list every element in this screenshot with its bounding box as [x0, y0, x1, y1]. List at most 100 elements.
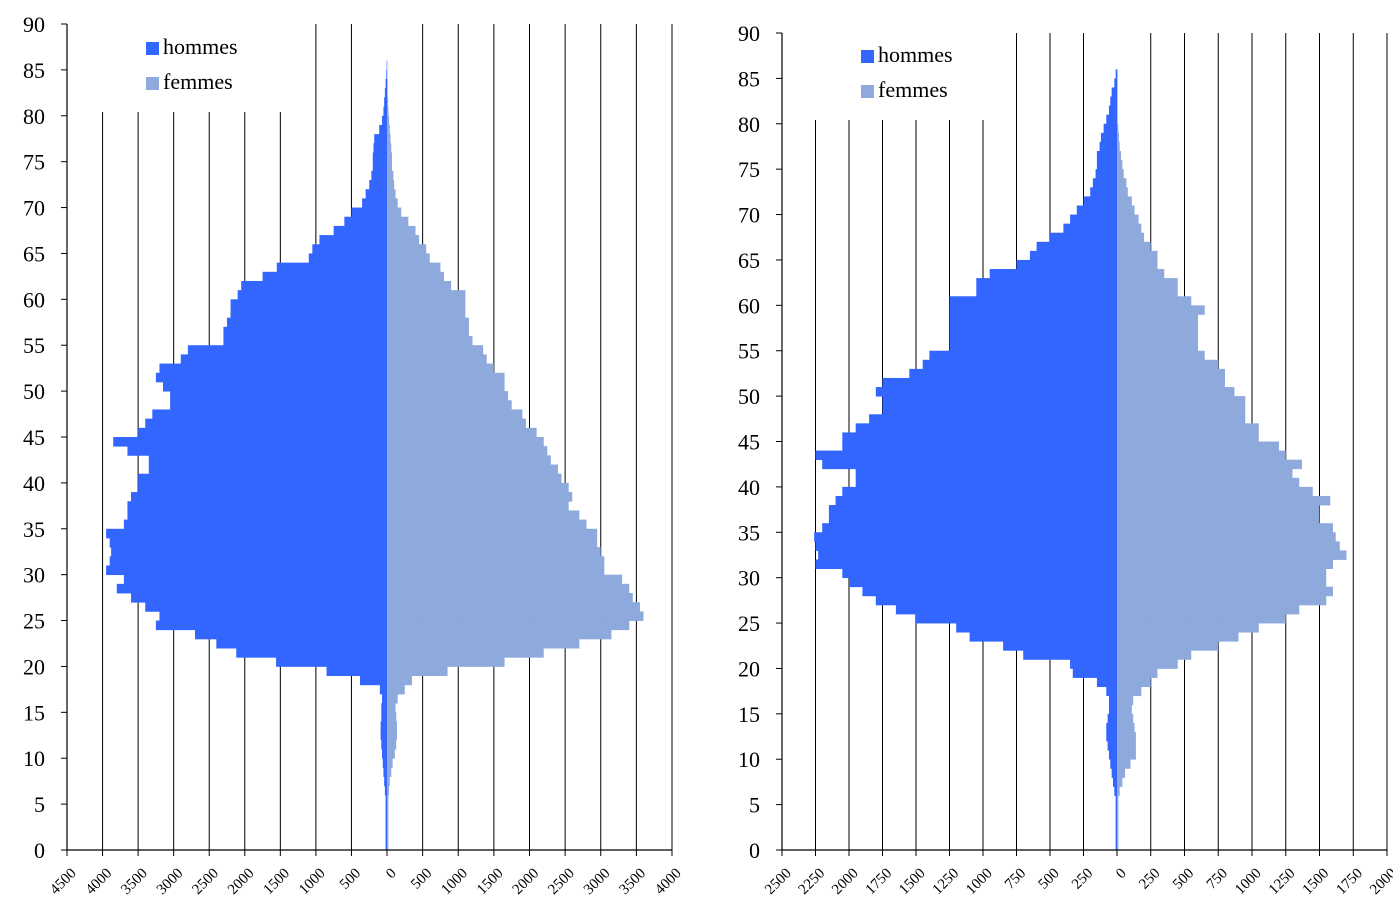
bar-hommes — [180, 354, 387, 364]
bar-femmes — [1117, 650, 1192, 660]
bar-hommes — [1108, 704, 1117, 715]
bar-hommes — [949, 296, 1117, 306]
bar-femmes — [1117, 105, 1118, 116]
bar-femmes — [1117, 314, 1198, 324]
bar-hommes — [1003, 641, 1117, 651]
bar-femmes — [387, 124, 390, 135]
series-hommes — [106, 60, 388, 851]
bar-femmes — [1117, 559, 1333, 569]
bar-hommes — [949, 323, 1117, 333]
x-tick-label: 1000 — [1232, 865, 1265, 898]
bar-femmes — [387, 739, 397, 750]
bar-hommes — [382, 693, 387, 704]
bar-femmes — [1117, 305, 1205, 315]
bar-femmes — [387, 381, 505, 392]
bar-hommes — [1050, 232, 1117, 243]
bar-hommes — [369, 180, 387, 190]
bar-hommes — [380, 721, 387, 732]
y-tick-label: 35 — [23, 517, 45, 542]
bar-hommes — [385, 822, 387, 833]
bar-femmes — [1117, 450, 1286, 461]
legend-swatch-femmes — [146, 77, 159, 90]
bar-femmes — [387, 675, 412, 686]
bar-femmes — [1117, 214, 1139, 225]
bar-hommes — [148, 464, 387, 475]
bar-hommes — [815, 450, 1117, 461]
bar-femmes — [1117, 141, 1120, 152]
bar-femmes — [1117, 468, 1293, 479]
bar-hommes — [131, 492, 387, 502]
x-tick-label: 2000 — [225, 865, 258, 898]
bar-femmes — [387, 758, 393, 768]
bar-femmes — [387, 593, 633, 603]
bar-femmes — [387, 235, 420, 245]
bar-femmes — [1117, 713, 1134, 724]
x-tick-label: 1500 — [1300, 865, 1333, 898]
y-tick-label: 75 — [738, 157, 760, 182]
bar-hommes — [216, 638, 387, 649]
bar-hommes — [223, 326, 387, 337]
x-tick-label: 4000 — [83, 865, 116, 898]
bar-femmes — [1117, 704, 1132, 715]
bar-hommes — [373, 143, 387, 153]
bar-femmes — [387, 602, 640, 612]
bar-hommes — [909, 368, 1117, 379]
bar-hommes — [384, 776, 387, 787]
bar-femmes — [387, 97, 389, 107]
bar-hommes — [1029, 250, 1117, 261]
bar-femmes — [1117, 423, 1259, 433]
bar-femmes — [1117, 396, 1246, 406]
bar-hommes — [822, 459, 1117, 470]
bar-hommes — [1099, 141, 1117, 152]
y-tick-label: 70 — [23, 196, 45, 221]
bar-femmes — [387, 611, 644, 621]
legend-swatch-femmes — [861, 85, 874, 98]
bar-femmes — [387, 161, 392, 172]
bar-femmes — [387, 464, 558, 475]
bar-femmes — [1117, 269, 1165, 279]
bar-hommes — [976, 278, 1117, 288]
bar-femmes — [1117, 722, 1135, 733]
bar-hommes — [385, 804, 387, 814]
bar-hommes — [1036, 241, 1117, 252]
bar-hommes — [123, 574, 387, 585]
bar-femmes — [1117, 368, 1225, 379]
bar-hommes — [170, 391, 387, 401]
bar-femmes — [1117, 550, 1347, 560]
bar-hommes — [1112, 777, 1117, 787]
bar-hommes — [223, 336, 387, 346]
series-femmes — [1117, 69, 1347, 851]
bar-hommes — [1114, 786, 1117, 796]
bar-hommes — [308, 253, 387, 264]
bar-femmes — [387, 326, 469, 337]
x-tick-label: 1750 — [1333, 865, 1366, 898]
bar-femmes — [387, 565, 605, 576]
bar-femmes — [387, 721, 397, 732]
bar-femmes — [1117, 178, 1127, 188]
bar-hommes — [1115, 831, 1117, 842]
bar-hommes — [382, 758, 387, 768]
bar-femmes — [387, 363, 494, 374]
x-tick-label: 3000 — [154, 865, 187, 898]
bar-hommes — [159, 363, 387, 374]
bar-hommes — [814, 532, 1117, 542]
bar-femmes — [1117, 641, 1219, 651]
y-tick-label: 90 — [738, 21, 760, 46]
bar-femmes — [1117, 223, 1142, 234]
x-tick-label: 750 — [1204, 865, 1231, 892]
bar-femmes — [387, 88, 388, 98]
bar-hommes — [835, 495, 1117, 506]
bar-hommes — [956, 623, 1117, 633]
x-tick-label: 2000 — [510, 865, 543, 898]
bar-hommes — [106, 528, 387, 539]
bar-hommes — [237, 290, 387, 300]
bar-hommes — [127, 446, 387, 456]
bar-femmes — [1117, 795, 1119, 806]
bar-hommes — [379, 124, 387, 135]
bar-femmes — [387, 556, 605, 566]
bar-hommes — [362, 198, 387, 208]
bar-hommes — [1072, 668, 1117, 678]
bar-hommes — [159, 611, 387, 621]
bar-hommes — [949, 332, 1117, 343]
bar-hommes — [815, 559, 1117, 569]
